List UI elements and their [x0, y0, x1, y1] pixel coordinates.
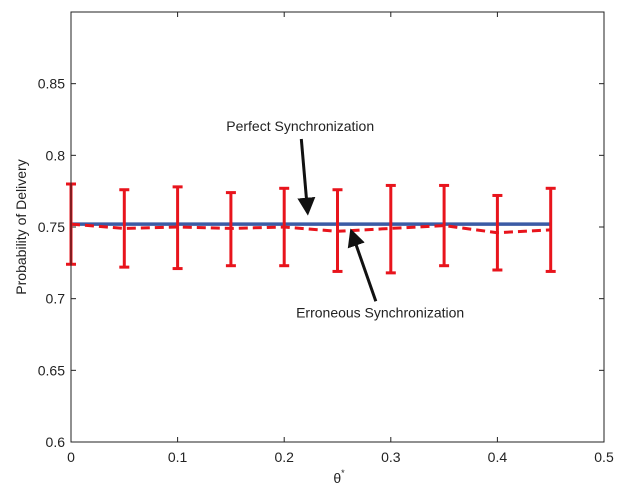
x-tick-label: 0 — [67, 449, 75, 465]
y-tick-label: 0.6 — [46, 434, 66, 450]
annotation-layer: Perfect Synchronization Erroneous Synchro… — [226, 118, 464, 320]
y-tick-label: 0.8 — [46, 147, 66, 163]
y-tick-label: 0.7 — [46, 291, 66, 307]
x-axis-title: θ* — [333, 468, 345, 486]
x-tick-label: 0.5 — [594, 449, 614, 465]
annotation-label: Perfect Synchronization — [226, 118, 374, 134]
x-tick-label: 0.1 — [168, 449, 188, 465]
x-tick-label: 0.4 — [488, 449, 508, 465]
plot-frame — [70, 11, 605, 443]
x-tick-label: 0.3 — [381, 449, 401, 465]
x-tick-label: 0.2 — [274, 449, 294, 465]
y-tick-label: 0.85 — [38, 76, 65, 92]
y-axis-ticks: 0.6 0.65 0.7 0.75 0.8 0.85 — [38, 76, 604, 450]
annotation-arrow — [297, 138, 316, 216]
x-axis-ticks: 0 0.1 0.2 0.3 0.4 0.5 — [67, 12, 614, 465]
y-tick-label: 0.75 — [38, 219, 65, 235]
annotation-arrow — [347, 228, 378, 302]
series-line-erroneous — [70, 222, 551, 235]
series-layer — [70, 222, 551, 235]
x-axis-title-superscript: * — [341, 468, 345, 478]
y-axis-title: Probability of Delivery — [13, 159, 29, 294]
y-tick-label: 0.65 — [38, 362, 65, 378]
x-axis-title-symbol: θ — [333, 470, 341, 486]
annotation-label: Erroneous Synchronization — [296, 304, 464, 320]
